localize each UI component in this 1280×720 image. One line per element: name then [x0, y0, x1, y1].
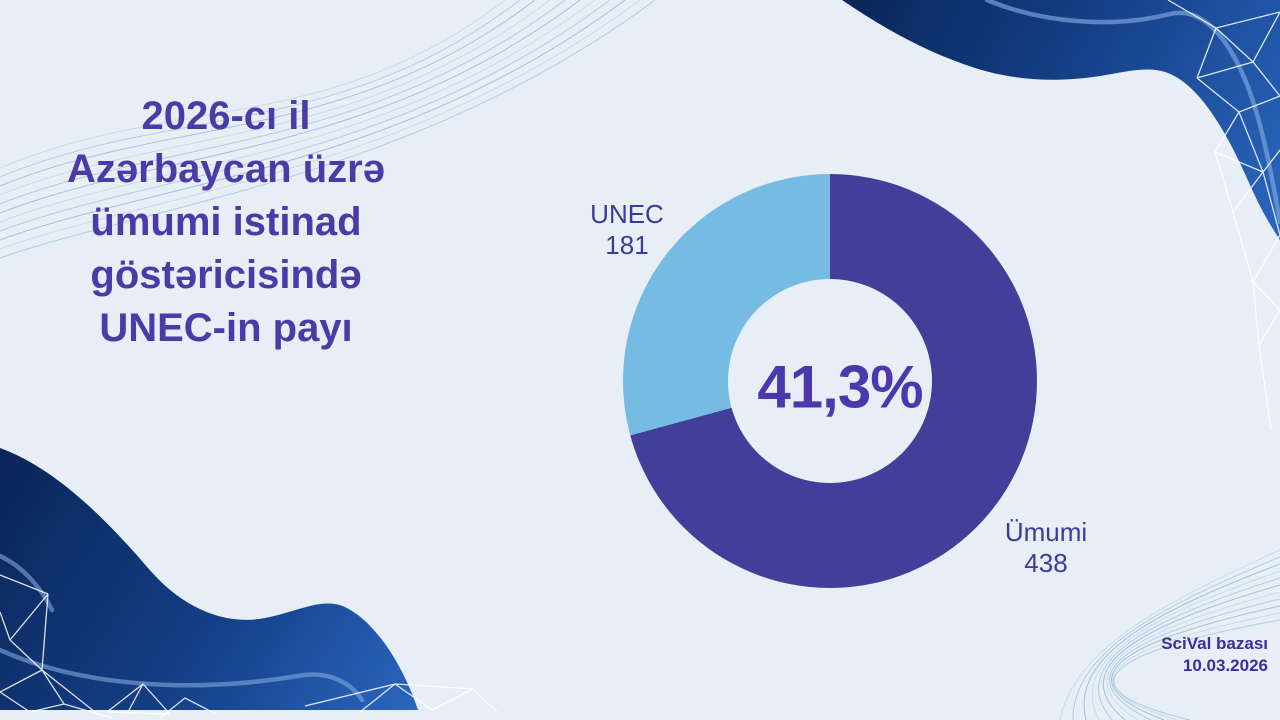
thin-wave-line	[0, 0, 626, 241]
top-right-wave-highlight-line	[984, 0, 1280, 225]
slice-label-umumi: Ümumi 438	[1005, 517, 1087, 579]
top-right-polygon-mesh-decoration	[1167, 0, 1280, 431]
donut-chart-hole	[728, 279, 932, 483]
thin-wave-line	[1106, 591, 1280, 720]
donut-chart	[623, 174, 1037, 588]
slide-title-line-4: göstəricisində	[90, 253, 362, 297]
slide-title-line-2: Azərbaycan üzrə	[67, 147, 385, 191]
bottom-left-wave-highlight-line	[0, 553, 365, 703]
thin-wave-line	[0, 0, 566, 205]
slice-label-umumi-name: Ümumi	[1004, 517, 1088, 547]
thin-wave-line	[1092, 570, 1280, 720]
top-left-thin-wave-lines-decoration	[0, 0, 656, 259]
source-date: 10.03.2026	[1182, 656, 1268, 675]
thin-wave-line	[0, 0, 611, 232]
donut-center-percentage: 41,3%	[757, 353, 923, 421]
source-note: SciVal bazası 10.03.2026	[1161, 633, 1268, 677]
thin-wave-line	[1113, 619, 1280, 720]
source-name: SciVal bazası	[1161, 634, 1268, 653]
slice-label-unec-name: UNEC	[590, 199, 664, 229]
slice-label-unec: UNEC 181	[590, 199, 664, 261]
slice-label-unec-value: 181	[605, 230, 649, 260]
thin-wave-line	[0, 0, 641, 250]
slide-title: 2026-cı il Azərbaycan üzrə ümumi istinad…	[16, 90, 436, 355]
slide-title-line-1: 2026-cı il	[141, 94, 311, 138]
top-right-wave-shape	[842, 0, 1280, 240]
thin-wave-line	[1112, 612, 1280, 720]
bottom-right-thin-wave-lines-decoration	[1059, 549, 1280, 720]
slide-title-line-3: ümumi istinad	[90, 200, 362, 244]
thin-wave-line	[0, 0, 581, 214]
thin-wave-line	[0, 0, 551, 196]
thin-wave-line	[1111, 605, 1280, 720]
bottom-left-wave-shape	[0, 448, 418, 710]
slide-title-line-5: UNEC-in payı	[99, 306, 353, 350]
thin-wave-line	[1109, 598, 1280, 720]
thin-wave-line	[1059, 549, 1280, 720]
thin-wave-line	[0, 0, 536, 187]
thin-wave-line	[1098, 577, 1280, 720]
thin-wave-line	[0, 0, 656, 259]
thin-wave-line	[0, 0, 521, 178]
thin-wave-line	[1102, 584, 1280, 720]
slice-label-umumi-value: 438	[1024, 548, 1068, 578]
thin-wave-line	[0, 0, 596, 223]
bottom-left-polygon-mesh-decoration	[0, 574, 498, 719]
thin-wave-line	[1072, 556, 1280, 720]
thin-wave-line	[0, 0, 506, 169]
thin-wave-line	[1083, 563, 1280, 720]
